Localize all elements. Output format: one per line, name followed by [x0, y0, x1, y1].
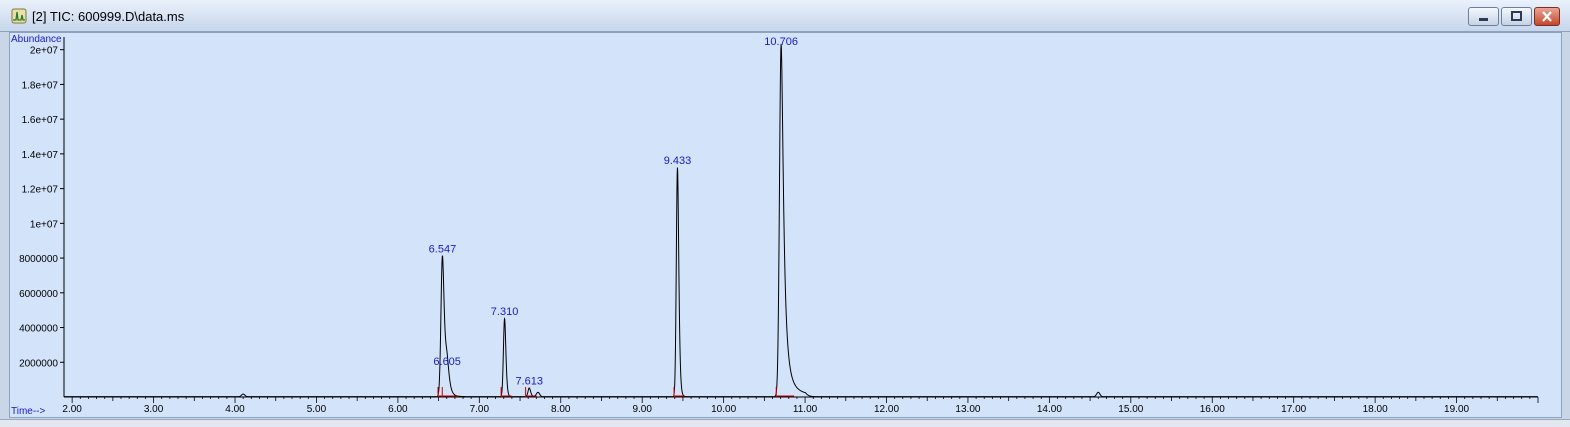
peak-label: 7.613 [515, 375, 543, 387]
chromatogram-app-icon [11, 8, 27, 24]
status-strip [0, 419, 1570, 427]
y-tick-label: 1.6e+07 [22, 115, 59, 126]
chromatogram-plot-area[interactable]: Abundance Time--> 2000000 4000000 6000000 800… [9, 32, 1562, 418]
restore-button[interactable] [1501, 7, 1532, 26]
y-axis-label: Abundance [11, 34, 62, 45]
minimize-button[interactable] [1468, 7, 1499, 26]
y-tick-label: 1.2e+07 [22, 185, 59, 196]
x-tick-label: 6.00 [388, 404, 408, 415]
x-tick-label: 18.00 [1363, 404, 1388, 415]
peak-label: 6.605 [433, 356, 461, 368]
window-titlebar[interactable]: [2] TIC: 600999.D\data.ms [0, 0, 1570, 32]
x-tick-label: 4.00 [225, 404, 245, 415]
tic-trace [64, 44, 1538, 398]
peak-label: 9.433 [664, 155, 692, 167]
y-tick-label: 1e+07 [30, 219, 59, 230]
peak-label: 6.547 [429, 243, 457, 255]
x-tick-label: 8.00 [551, 404, 571, 415]
peak-label: 10.706 [764, 36, 798, 48]
x-tick-label: 5.00 [307, 404, 327, 415]
x-tick-label: 10.00 [711, 404, 736, 415]
x-tick-label: 17.00 [1281, 404, 1306, 415]
y-tick-label: 1.4e+07 [22, 150, 59, 161]
x-axis-label: Time--> [11, 406, 46, 417]
x-tick-label: 13.00 [955, 404, 980, 415]
x-tick-label: 9.00 [632, 404, 652, 415]
tic-chromatogram-chart: Abundance Time--> 2000000 4000000 6000000 800… [11, 34, 1539, 417]
y-tick-label: 2e+07 [30, 46, 59, 57]
y-tick-label: 4000000 [19, 324, 58, 335]
x-tick-label: 2.00 [62, 404, 82, 415]
minimize-icon [1479, 18, 1488, 21]
y-tick-label: 6000000 [19, 289, 58, 300]
x-tick-label: 19.00 [1444, 404, 1469, 415]
y-tick-label: 8000000 [19, 254, 58, 265]
peak-label: 7.310 [491, 306, 519, 318]
y-tick-label: 2000000 [19, 358, 58, 369]
x-tick-label: 14.00 [1037, 404, 1062, 415]
window-title: [2] TIC: 600999.D\data.ms [32, 9, 185, 24]
x-tick-label: 15.00 [1118, 404, 1143, 415]
x-tick-label: 3.00 [144, 404, 164, 415]
x-tick-label: 12.00 [874, 404, 899, 415]
y-tick-label: 1.8e+07 [22, 80, 59, 91]
close-button[interactable] [1534, 7, 1560, 26]
x-tick-label: 7.00 [470, 404, 490, 415]
x-tick-label: 11.00 [793, 404, 818, 415]
x-tick-label: 16.00 [1200, 404, 1225, 415]
close-icon [1542, 11, 1552, 22]
restore-icon [1511, 11, 1522, 21]
